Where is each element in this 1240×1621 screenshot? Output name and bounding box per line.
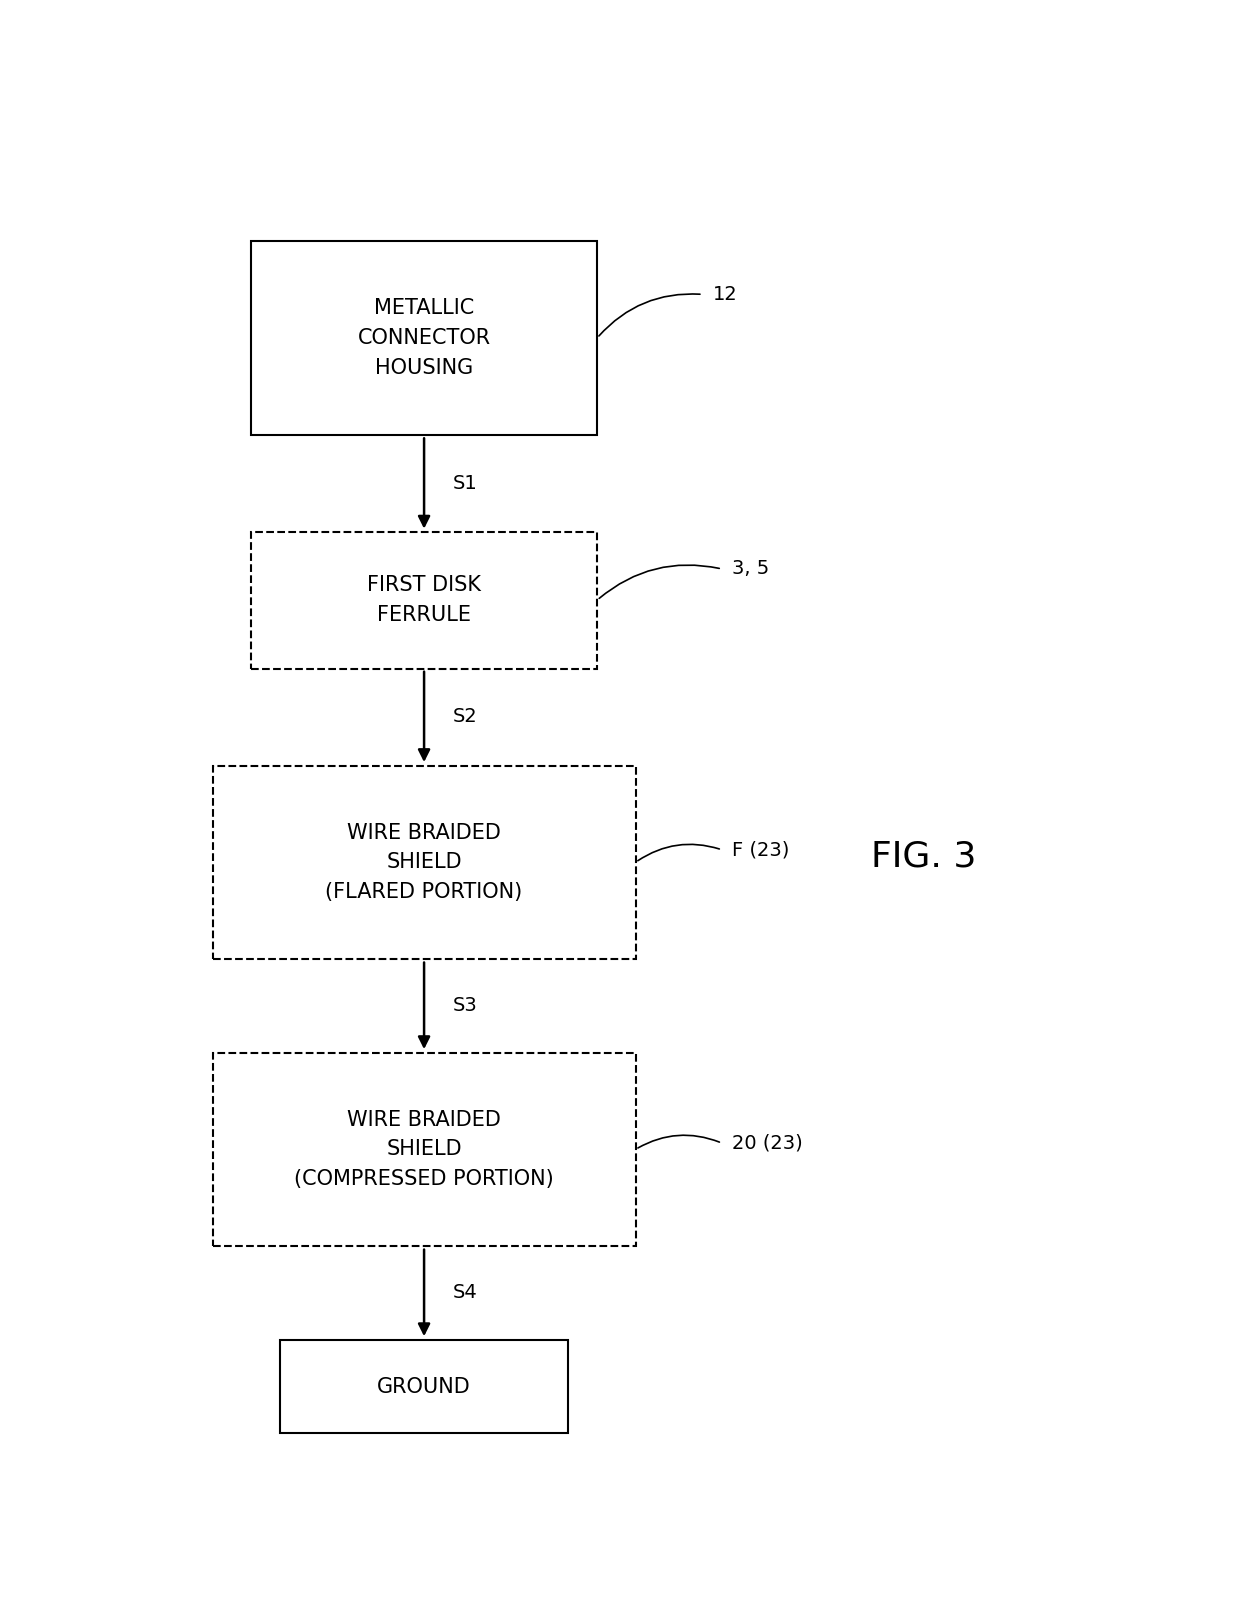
Text: WIRE BRAIDED
SHIELD
(FLARED PORTION): WIRE BRAIDED SHIELD (FLARED PORTION) — [325, 823, 523, 901]
Text: FIG. 3: FIG. 3 — [872, 840, 976, 874]
Bar — [280, 1339, 568, 1433]
Text: S3: S3 — [453, 997, 477, 1015]
Text: 20 (23): 20 (23) — [732, 1133, 802, 1153]
FancyArrowPatch shape — [599, 293, 701, 336]
Text: F (23): F (23) — [732, 840, 789, 859]
FancyArrowPatch shape — [637, 845, 719, 861]
Text: METALLIC
CONNECTOR
HOUSING: METALLIC CONNECTOR HOUSING — [357, 298, 491, 378]
FancyArrowPatch shape — [637, 1135, 719, 1148]
Bar — [213, 1052, 635, 1247]
Text: 3, 5: 3, 5 — [732, 559, 769, 579]
Text: S1: S1 — [453, 473, 477, 493]
Text: GROUND: GROUND — [377, 1376, 471, 1397]
Bar — [213, 765, 635, 960]
Bar — [250, 242, 596, 434]
Bar — [250, 532, 596, 669]
Text: S4: S4 — [453, 1284, 477, 1302]
FancyArrowPatch shape — [599, 566, 719, 598]
Text: 12: 12 — [712, 285, 737, 303]
Text: FIRST DISK
FERRULE: FIRST DISK FERRULE — [367, 575, 481, 626]
Text: S2: S2 — [453, 707, 477, 726]
Text: WIRE BRAIDED
SHIELD
(COMPRESSED PORTION): WIRE BRAIDED SHIELD (COMPRESSED PORTION) — [294, 1110, 554, 1188]
